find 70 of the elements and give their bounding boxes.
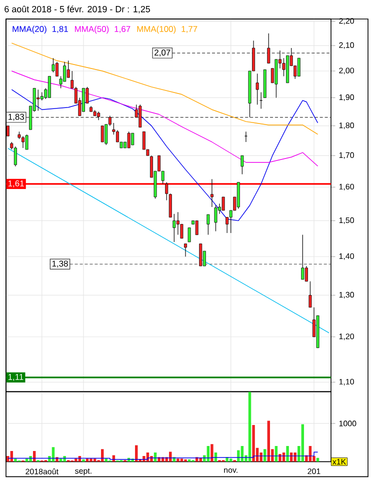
bar <box>286 446 289 462</box>
ref-line-label: 1,61 <box>8 180 24 188</box>
candlestick <box>25 134 28 150</box>
ref-line-label: 2,07 <box>154 50 170 57</box>
candlestick <box>308 281 312 308</box>
candlestick <box>168 193 172 218</box>
bar <box>90 458 92 462</box>
candlestick <box>176 212 180 236</box>
candlestick <box>36 89 40 112</box>
candlestick <box>244 131 248 142</box>
bar <box>248 392 252 462</box>
bar <box>104 458 108 462</box>
text: MMA(100) <box>137 26 176 34</box>
candlestick <box>304 266 308 282</box>
candlestick <box>240 155 244 175</box>
candlestick <box>82 88 85 112</box>
candlestick <box>56 62 58 77</box>
ref-line-label: 1,38 <box>52 260 68 268</box>
candlestick <box>256 73 259 105</box>
candlestick <box>188 227 191 242</box>
candlestick <box>48 76 51 98</box>
ref-line-label: 1,11 <box>8 374 24 381</box>
candlestick <box>131 132 134 146</box>
candlestick <box>66 60 70 78</box>
bar <box>180 458 184 462</box>
bar <box>25 458 28 462</box>
candlestick <box>222 196 225 211</box>
candlestick <box>63 62 66 82</box>
bar <box>210 444 214 462</box>
candlestick <box>214 205 218 232</box>
candlestick <box>199 243 202 266</box>
candlestick <box>127 131 130 148</box>
candlestick <box>172 214 176 242</box>
annotation: 1,67 <box>114 26 130 33</box>
bar <box>86 458 89 462</box>
candlestick <box>210 178 214 208</box>
bar <box>169 452 172 462</box>
bar <box>14 458 17 462</box>
chart-title: 6 août 2018 - 5 févr. 2019 - Dr : 1,25 <box>4 6 150 14</box>
candlestick <box>138 104 142 128</box>
candlestick <box>260 92 263 110</box>
candlestick <box>184 243 187 257</box>
candlestick <box>195 220 198 236</box>
bar <box>237 450 240 462</box>
bar <box>150 456 153 462</box>
bar <box>252 424 255 462</box>
ref-line-label: 1,83 <box>8 114 24 121</box>
bar <box>229 458 232 462</box>
candlestick <box>14 146 17 167</box>
annotation: 1,77 <box>182 26 198 33</box>
annotation: 1,81 <box>52 26 68 33</box>
candlestick <box>267 33 270 64</box>
candlestick <box>52 58 55 73</box>
bar <box>184 459 187 462</box>
bar <box>82 459 85 462</box>
text: MMA(50) <box>75 26 109 34</box>
candlestick <box>297 58 300 77</box>
candlestick <box>100 126 104 142</box>
candlestick <box>165 182 168 201</box>
bar <box>29 456 32 462</box>
bar <box>59 458 62 462</box>
bar <box>74 458 78 462</box>
bar <box>56 457 58 462</box>
candlestick <box>22 136 24 148</box>
bar <box>176 458 180 462</box>
candlestick <box>301 234 304 280</box>
bar <box>63 456 66 462</box>
candlestick <box>206 214 210 236</box>
bar <box>93 458 96 462</box>
text: MMA(20) <box>12 26 46 34</box>
